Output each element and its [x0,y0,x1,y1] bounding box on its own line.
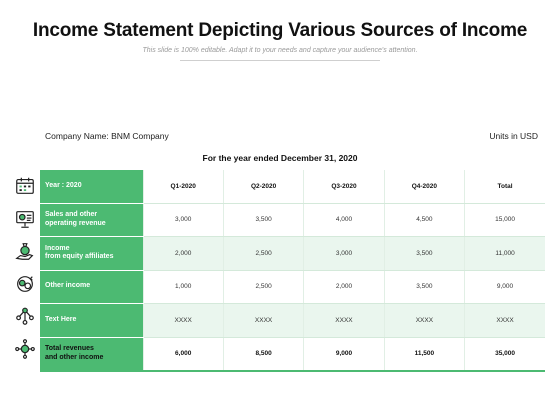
company-name: Company Name: BNM Company [45,131,169,141]
table-cell: 35,000 [464,337,545,372]
table-cell: 9,000 [464,270,545,304]
subtitle-divider [180,60,380,61]
period-heading: For the year ended December 31, 2020 [202,153,358,163]
table-row: Income from equity affiliates 2,000 2,50… [40,236,545,271]
col-header: Total [464,170,545,204]
calendar-icon [10,170,40,203]
row-label: Sales and other operating revenue [40,203,143,237]
table-cell: XXXX [142,303,224,338]
table-cell: XXXX [383,303,465,338]
table-cell: XXXX [303,303,385,338]
table-cell: 2,500 [222,270,304,304]
page-title: Income Statement Depicting Various Sourc… [32,20,528,41]
col-header: Q1-2020 [142,170,224,204]
presentation-chart-icon [10,203,40,236]
row-label: Income from equity affiliates [40,236,143,271]
page-subtitle: This slide is 100% editable. Adapt it to… [142,47,418,54]
table-cell: 3,500 [383,236,465,271]
income-table: Year : 2020 Q1-2020 Q2-2020 Q3-2020 Q4-2… [40,170,545,372]
row-icons [10,170,40,365]
row-label: Total revenues and other income [40,337,143,372]
table-cell: 4,500 [383,203,465,237]
table-cell: 1,000 [142,270,224,304]
row-label: Other income [40,270,143,304]
table-cell: 3,500 [222,203,304,237]
table-cell: 2,000 [142,236,224,271]
table-cell: 4,000 [303,203,385,237]
table-cell: 3,000 [303,236,385,271]
table-cell: XXXX [222,303,304,338]
table-cell: 3,500 [383,270,465,304]
table-cell: XXXX [464,303,545,338]
hand-money-bag-icon [10,235,40,268]
table-cell: 2,500 [222,236,304,271]
row-label: Text Here [40,303,143,338]
col-header: Q4-2020 [383,170,465,204]
table-row: Sales and other operating revenue 3,000 … [40,203,545,237]
year-label: Year : 2020 [40,170,143,204]
table-cell: 6,000 [142,337,224,372]
table-header-row: Year : 2020 Q1-2020 Q2-2020 Q3-2020 Q4-2… [40,170,545,204]
table-cell: 2,000 [303,270,385,304]
table-cell: 3,000 [142,203,224,237]
table-cell: 9,000 [303,337,385,372]
col-header: Q2-2020 [222,170,304,204]
table-row: Text Here XXXX XXXX XXXX XXXX XXXX [40,303,545,338]
units-label: Units in USD [489,131,538,141]
table-row: Other income 1,000 2,500 2,000 3,500 9,0… [40,270,545,304]
table-cell: 15,000 [464,203,545,237]
table-cell: 8,500 [222,337,304,372]
dollar-network-icon [10,333,40,366]
money-cycle-icon [10,268,40,301]
col-header: Q3-2020 [303,170,385,204]
table-cell: 11,500 [383,337,465,372]
table-row-total: Total revenues and other income 6,000 8,… [40,337,545,372]
table-cell: 11,000 [464,236,545,271]
network-people-icon [10,300,40,333]
